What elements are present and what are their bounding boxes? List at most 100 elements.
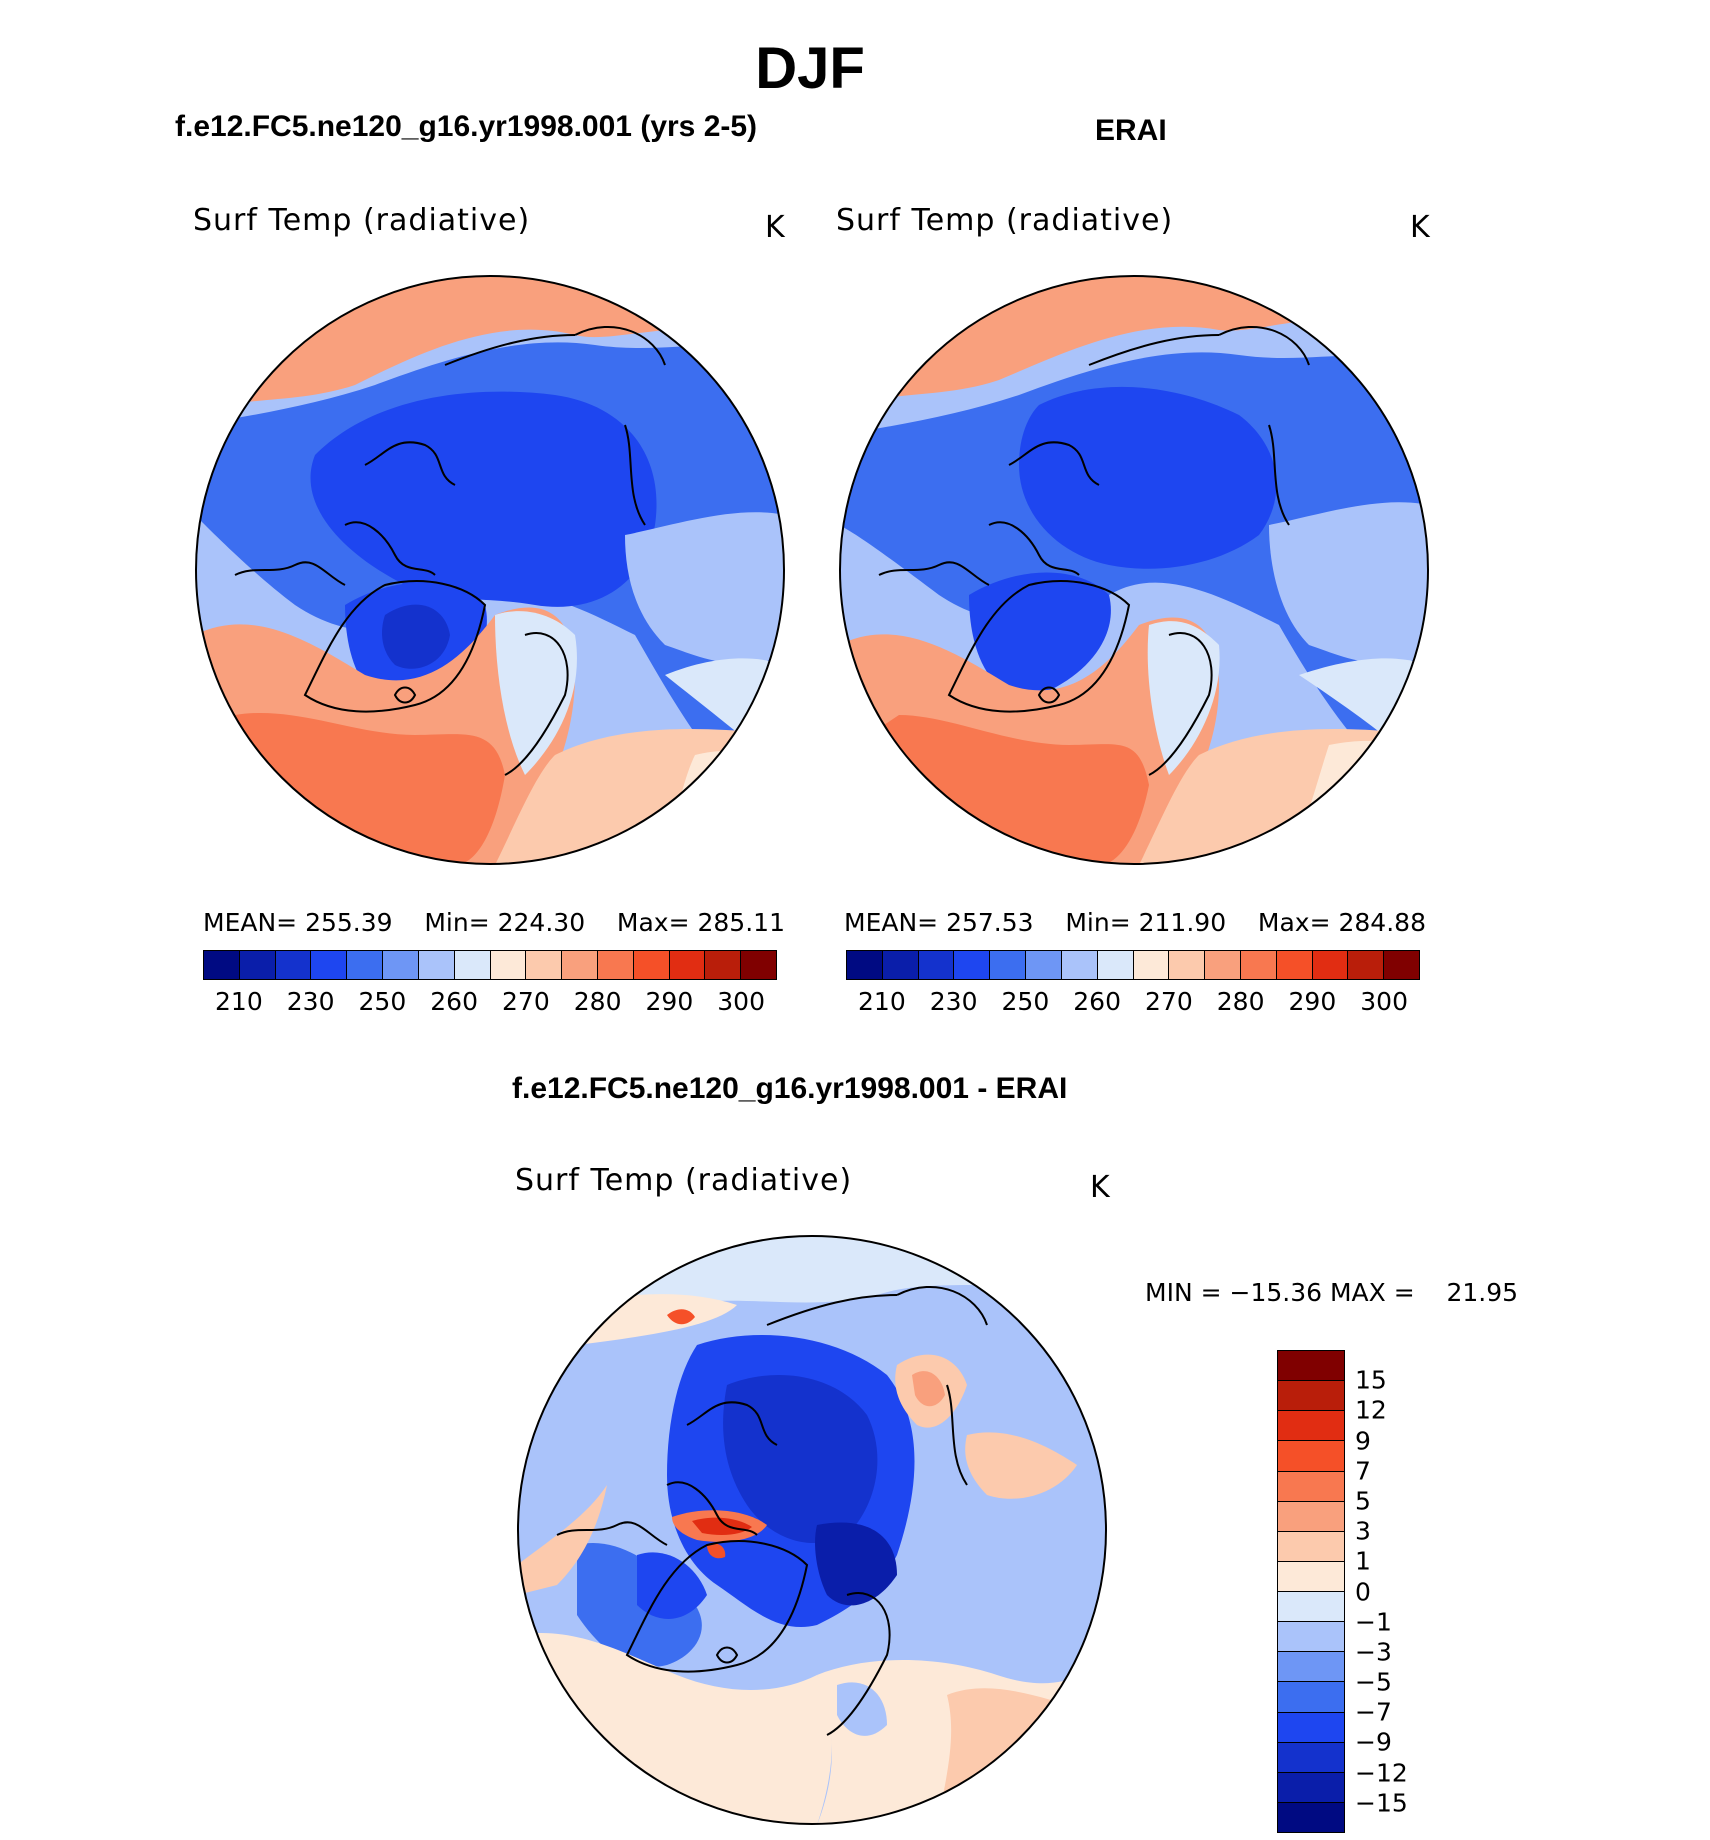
colorbar-tick-label: −15 [1355,1788,1408,1818]
colorbar-swatch [633,951,670,979]
colorbar-tick-label: 280 [1216,987,1265,1016]
obs-min-value: 211.90 [1138,908,1227,937]
colorbar-swatch [239,951,276,979]
model-variable-label: Surf Temp (radiative) [193,203,531,238]
diff-min-label: MIN = [1145,1278,1222,1307]
colorbar-tick-label: 0 [1355,1577,1371,1606]
colorbar-swatch [1205,951,1241,979]
colorbar-tick-label: 12 [1355,1395,1387,1425]
colorbar-swatch [1384,951,1419,979]
colorbar-swatch [1133,951,1170,979]
colorbar-swatch [275,951,312,979]
model-colorbar-ticks: 210 230 250 260 270 280 290 300 [203,987,777,1017]
colorbar-swatch [954,951,991,979]
colorbar-tick-label: −3 [1355,1637,1392,1667]
colorbar-tick-label: 5 [1355,1486,1371,1516]
colorbar-tick-label: 9 [1355,1426,1371,1456]
colorbar-tick-label: 1 [1355,1546,1371,1576]
colorbar-swatch [1026,951,1062,979]
obs-max-label: Max= [1257,908,1331,937]
colorbar-tick-label: 15 [1355,1365,1387,1395]
colorbar-swatch [204,951,240,979]
colorbar-tick-label: 230 [286,987,335,1016]
colorbar-swatch [1278,1802,1344,1832]
obs-units-label: K [1410,210,1431,245]
diff-panel-title: f.e12.FC5.ne120_g16.yr1998.001 - ERAI [512,1072,1068,1105]
colorbar-swatch [418,951,455,979]
colorbar-swatch [1278,1592,1344,1623]
colorbar-tick-label: 210 [215,987,263,1016]
model-colorbar [203,950,777,980]
colorbar-swatch [1278,1441,1344,1472]
colorbar-swatch [1278,1381,1344,1412]
colorbar-swatch [1240,951,1277,979]
colorbar-tick-label: 270 [502,987,550,1016]
obs-max-value: 284.88 [1338,908,1426,937]
colorbar-swatch [597,951,634,979]
colorbar-tick-label: −1 [1355,1607,1392,1637]
colorbar-swatch [1278,1652,1344,1683]
colorbar-swatch [705,951,742,979]
diff-max-value: 21.95 [1446,1278,1519,1307]
colorbar-tick-label: 290 [1288,987,1337,1016]
model-max-value: 285.11 [697,908,785,937]
diff-min-value: −15.36 [1229,1278,1323,1307]
colorbar-swatch [741,951,776,979]
colorbar-tick-label: 280 [573,987,622,1016]
colorbar-swatch [1278,1561,1344,1592]
colorbar-tick-label: 290 [645,987,694,1016]
model-mean-value: 255.39 [305,908,393,937]
colorbar-tick-label: 250 [358,987,407,1016]
model-max-label: Max= [616,908,690,937]
model-min-value: 224.30 [497,908,586,937]
colorbar-swatch [1061,951,1098,979]
colorbar-swatch [1097,951,1134,979]
diff-minmax: MIN = −15.36 MAX = 21.95 [1145,1278,1518,1307]
obs-min-label: Min= [1065,908,1131,937]
model-units-label: K [765,210,786,245]
colorbar-swatch [562,951,598,979]
colorbar-swatch [882,951,919,979]
model-mean-label: MEAN= [203,908,298,937]
colorbar-swatch [1348,951,1385,979]
colorbar-swatch [847,951,883,979]
colorbar-swatch [669,951,706,979]
model-stats: MEAN= 255.39 Min= 224.30 Max= 285.11 [203,908,785,937]
colorbar-tick-label: 210 [858,987,906,1016]
diff-units-label: K [1090,1170,1111,1205]
model-panel-title: f.e12.FC5.ne120_g16.yr1998.001 (yrs 2-5) [175,110,758,143]
obs-variable-label: Surf Temp (radiative) [836,203,1174,238]
diff-colorbar [1277,1350,1345,1833]
colorbar-swatch [990,951,1027,979]
colorbar-swatch [1169,951,1206,979]
diff-colorbar-ticks: 15 12 9 7 5 3 1 0 −1 −3 −5 −7 −9 −12 −15 [1355,1350,1445,1833]
colorbar-tick-label: 3 [1355,1516,1371,1546]
colorbar-swatch [1276,951,1313,979]
colorbar-swatch [1278,1742,1344,1773]
obs-mean-label: MEAN= [844,908,939,937]
colorbar-swatch [1278,1351,1344,1382]
colorbar-swatch [383,951,419,979]
colorbar-swatch [311,951,348,979]
colorbar-tick-label: 250 [1001,987,1050,1016]
colorbar-swatch [490,951,527,979]
obs-colorbar [846,950,1420,980]
colorbar-tick-label: 270 [1145,987,1193,1016]
colorbar-swatch [1278,1501,1344,1532]
colorbar-tick-label: −12 [1355,1758,1408,1788]
diff-polar-map [517,1235,1107,1825]
colorbar-tick-label: 7 [1355,1456,1371,1486]
model-min-label: Min= [424,908,490,937]
colorbar-swatch [454,951,491,979]
colorbar-tick-label: −9 [1355,1727,1392,1757]
diff-variable-label: Surf Temp (radiative) [515,1163,853,1198]
colorbar-swatch [1278,1471,1344,1502]
colorbar-swatch [1278,1682,1344,1713]
colorbar-swatch [918,951,955,979]
colorbar-tick-label: 300 [717,987,765,1016]
obs-mean-value: 257.53 [946,908,1034,937]
obs-colorbar-ticks: 210 230 250 260 270 280 290 300 [846,987,1420,1017]
colorbar-swatch [526,951,563,979]
colorbar-swatch [1278,1531,1344,1562]
colorbar-swatch [347,951,384,979]
